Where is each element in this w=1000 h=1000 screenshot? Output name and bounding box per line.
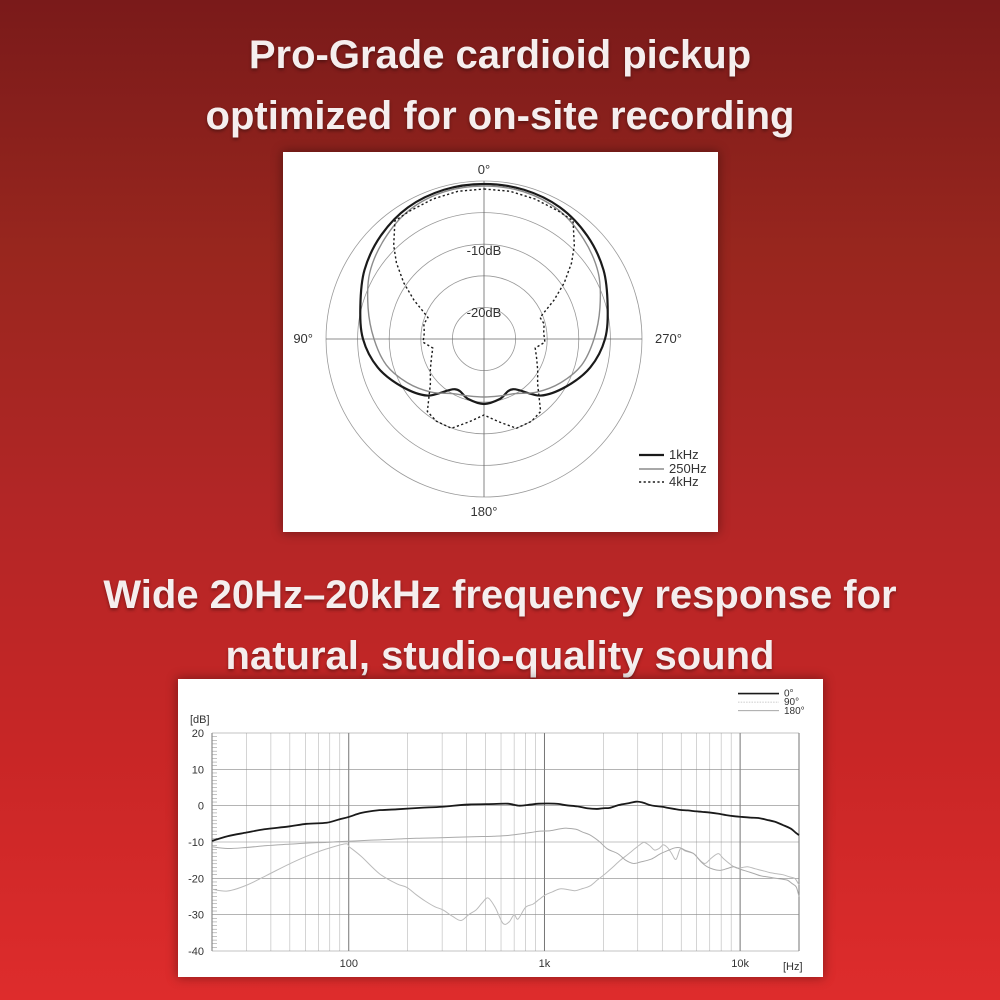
svg-text:100: 100	[340, 958, 358, 970]
svg-text:-10: -10	[188, 837, 204, 849]
svg-text:180°: 180°	[784, 706, 805, 717]
svg-text:10k: 10k	[731, 958, 749, 970]
svg-text:-20dB: -20dB	[467, 305, 502, 320]
svg-text:4kHz: 4kHz	[669, 474, 699, 489]
svg-text:-30: -30	[188, 910, 204, 922]
svg-text:180°: 180°	[471, 504, 498, 519]
svg-text:1kHz: 1kHz	[669, 447, 699, 462]
svg-text:0: 0	[198, 801, 204, 813]
svg-text:270°: 270°	[655, 331, 682, 346]
svg-text:10: 10	[192, 764, 204, 776]
svg-text:-10dB: -10dB	[467, 243, 502, 258]
svg-text:90°: 90°	[293, 331, 313, 346]
svg-text:[Hz]: [Hz]	[783, 961, 803, 973]
svg-text:20: 20	[192, 728, 204, 740]
svg-text:[dB]: [dB]	[190, 714, 210, 726]
svg-text:-20: -20	[188, 873, 204, 885]
svg-text:0°: 0°	[478, 162, 490, 177]
svg-text:1k: 1k	[539, 958, 551, 970]
svg-text:-40: -40	[188, 946, 204, 958]
